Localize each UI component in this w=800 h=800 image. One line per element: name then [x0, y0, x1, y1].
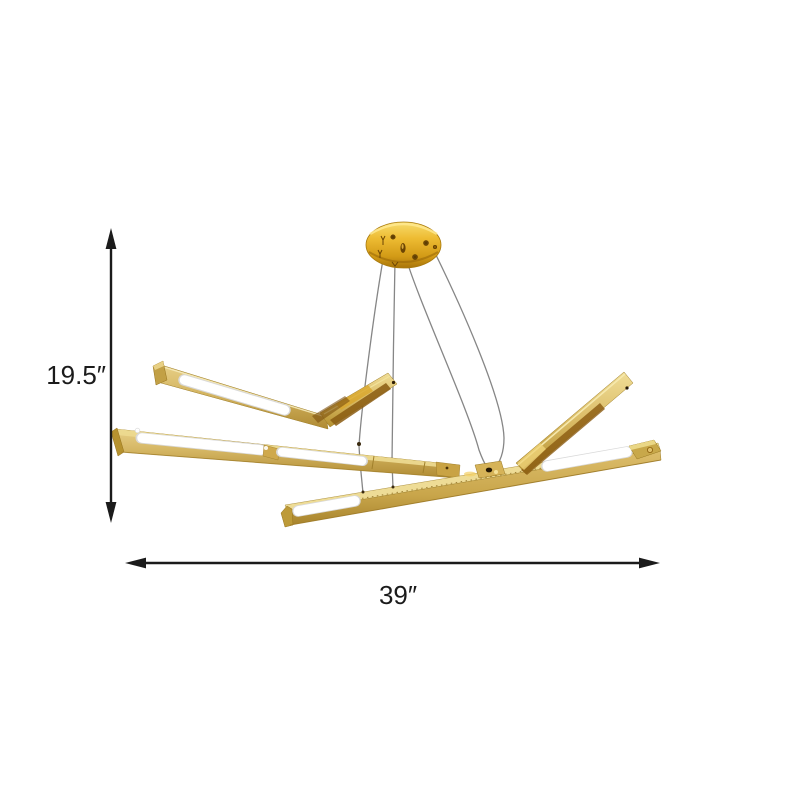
v-arm [152, 360, 398, 430]
canopy-bottom-shadow [368, 251, 439, 263]
led-tube-2 [137, 433, 266, 455]
canopy-screw-cross [391, 235, 428, 259]
hub-wire-hole [485, 467, 493, 473]
width-dimension-label: 39″ [379, 580, 417, 610]
height-dimension-arrow [105, 228, 117, 523]
led-tube-3 [277, 447, 367, 466]
main-bar-end-cap-left [280, 505, 294, 528]
led-tube-5 [542, 447, 632, 471]
led-tube-1 [179, 375, 290, 415]
middle-bar-right-connector-hole [445, 466, 449, 470]
main-bar-end-cap-right-bevel [629, 440, 656, 450]
middle-bar-seam-2 [422, 461, 426, 474]
suspension-wire-3 [404, 254, 489, 470]
v-arm-right-bar [319, 372, 398, 428]
led-tube-4 [293, 496, 360, 516]
canopy-keyhole-glint [401, 244, 404, 249]
middle-bar [110, 427, 461, 479]
canopy-top-highlight [369, 222, 438, 236]
arrowhead-right-icon [639, 557, 660, 569]
arrowhead-down-icon [105, 502, 117, 523]
v-arm-tip-hole [391, 380, 396, 385]
diagonal-arm-base-glint [517, 443, 546, 470]
arrowhead-left-icon [125, 557, 146, 569]
v-arm-end-cap-bevel [153, 361, 164, 370]
hub-glint [494, 470, 498, 474]
cable-ferrule [361, 490, 365, 494]
diagonal-arm [515, 371, 634, 475]
arrowhead-up-icon [105, 228, 117, 249]
hub-reflection [464, 471, 476, 477]
diagonal-arm-dark-reflection [521, 403, 605, 475]
suspension-wire-4 [435, 254, 505, 471]
ceiling-canopy [365, 221, 442, 269]
cable-ferrule [357, 442, 361, 446]
suspension-wire-2 [391, 259, 396, 489]
diagonal-arm-tip-hole [625, 386, 629, 390]
middle-bar-clip [134, 427, 141, 434]
v-arm-left-highlight [159, 365, 327, 418]
v-arm-vertex-shade [312, 396, 350, 423]
cable-ferrules [357, 442, 395, 494]
width-dimension-arrow [125, 557, 660, 569]
canopy-cable-gripper [377, 235, 399, 267]
height-dimension-label: 19.5″ [46, 360, 106, 390]
v-arm-inner-dark-reflection [330, 383, 391, 426]
main-bar [280, 439, 662, 528]
end-cap-gold-button [647, 446, 654, 453]
cable-ferrule [391, 485, 395, 489]
middle-bar-bottom-shade [120, 451, 460, 479]
connector-clip [264, 446, 268, 450]
main-bar-bottom-shade [289, 459, 662, 526]
middle-bar-seam-1 [371, 455, 375, 470]
